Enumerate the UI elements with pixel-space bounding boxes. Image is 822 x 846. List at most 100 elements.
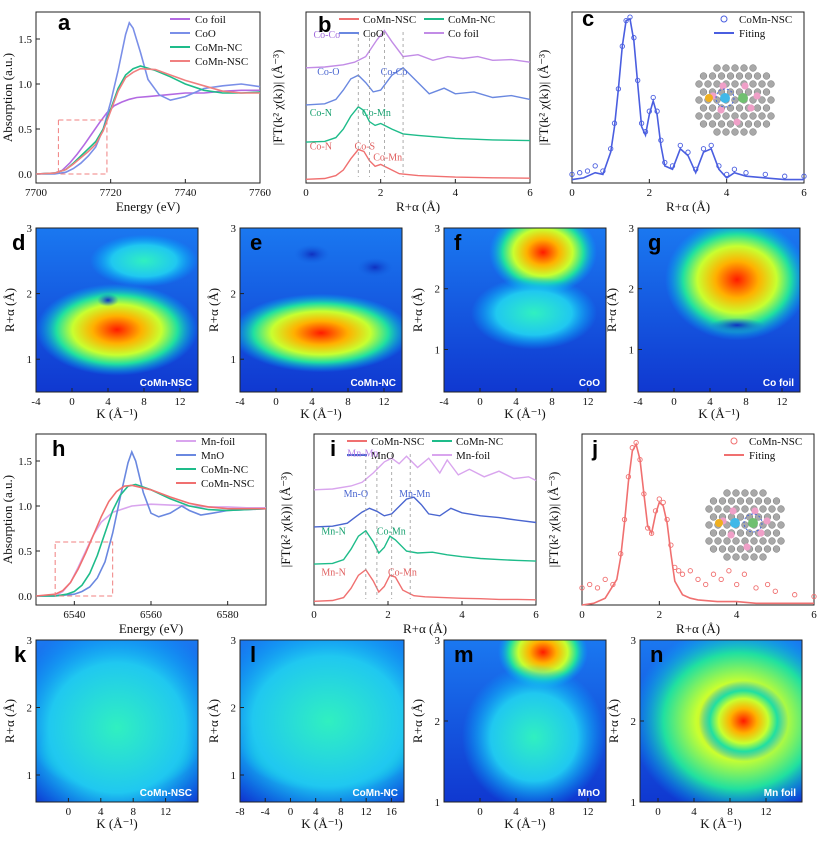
y-tick-label: 0.5 [18,124,32,136]
carbon-atom [750,537,758,545]
carbon-atom [749,128,757,136]
data-point [726,568,732,574]
carbon-atom [749,64,757,72]
series-line [313,496,537,528]
carbon-atom [731,64,739,72]
y-axis-label: |FT(k² χ(k))| (Å⁻³) [546,472,561,568]
y-axis-label: |FT(k² χ(k))| (Å⁻³) [270,50,285,146]
carbon-atom [763,545,772,553]
data-point [811,593,817,600]
structure-model-image [705,489,785,561]
legend-label: CoO [195,28,216,40]
carbon-atom [741,521,749,529]
carbon-atom [727,497,736,505]
carbon-atom [767,80,775,88]
x-tick-label: 4 [707,396,713,408]
carbon-atom [731,96,739,104]
x-tick-label: 8 [345,396,351,408]
legend-label: CoO [363,28,384,40]
data-point [587,581,593,588]
carbon-atom [726,104,735,112]
y-tick-label: 2 [231,703,237,715]
heatmap-area [638,228,800,392]
peak-annotation: Co-S [355,142,376,153]
carbon-atom [718,545,727,553]
carbon-atom [740,128,748,136]
x-tick-label: 4 [513,396,519,408]
carbon-atom [767,112,775,120]
data-point [734,581,740,588]
x-tick-label: 8 [727,806,733,818]
carbon-atom [695,112,703,120]
x-tick-label: 4 [513,806,519,818]
y-tick-label: 0.5 [18,546,32,558]
carbon-atom [763,529,772,537]
data-point [762,171,768,178]
peak-annotation: Co-Mn [362,108,391,119]
peak-annotation: Co-Mn [373,153,402,164]
carbon-atom [709,529,718,537]
intensity-blob [36,640,198,802]
sample-label: MnO [578,788,600,799]
data-point [700,146,707,152]
y-tick-label: 1 [629,344,635,356]
legend-label: CoMn-NC [201,464,248,476]
y-tick-label: 2 [435,284,441,296]
legend-label: CoMn-NSC [739,14,792,26]
carbon-atom [772,529,781,537]
x-tick-label: 2 [647,187,653,199]
sample-label: CoO [579,378,600,389]
x-tick-label: -4 [633,396,643,408]
carbon-atom [745,529,754,537]
carbon-atom [705,505,713,513]
carbon-atom [777,505,785,513]
peak-annotation: Co-Co [313,30,340,41]
legend-marker [730,437,738,445]
legend-label: CoMn-NSC [363,14,416,26]
y-tick-label: 1 [27,770,33,782]
heatmap-area [36,640,198,802]
y-axis-label: R+α (Å) [2,699,17,743]
intensity-blob [36,283,198,376]
carbon-atom [768,521,776,529]
plot-frame [305,11,531,184]
x-axis-label: Energy (eV) [119,621,183,636]
plot-frame [443,227,607,393]
manganese-atom [738,93,748,103]
intensity-blob [698,680,789,762]
x-tick-label: 8 [130,806,136,818]
x-tick-label: 6 [533,609,539,621]
peak-annotation: Mn-N [321,567,345,578]
carbon-atom [699,72,708,80]
x-axis-label: K (Å⁻¹) [301,816,342,831]
x-tick-label: -4 [31,396,41,408]
x-tick-label: 4 [98,806,104,818]
data-point [592,163,598,169]
y-tick-label: 1.5 [18,34,32,46]
x-tick-label: 6580 [217,609,240,621]
data-point [656,496,662,502]
peak-annotation: Co-Mn [388,567,417,578]
series-line [305,66,531,106]
x-tick-label: 0 [311,609,317,621]
highlight-circle [715,88,735,108]
data-point [660,499,666,506]
plot-frame [35,639,199,803]
legend-label: CoMn-NSC [371,436,424,448]
nitrogen-atom [733,118,741,126]
carbon-atom [732,553,740,561]
data-point [743,170,749,176]
legend-label: Co foil [195,14,226,26]
plot-frame [35,11,261,184]
carbon-atom [744,88,753,96]
x-tick-label: 8 [549,396,555,408]
carbon-atom [722,128,730,136]
x-tick-label: 0 [288,806,294,818]
panel-letter-f: f [454,230,462,255]
data-point [710,571,717,577]
legend-label: CoMn-NSC [201,478,254,490]
data-point [577,170,583,176]
